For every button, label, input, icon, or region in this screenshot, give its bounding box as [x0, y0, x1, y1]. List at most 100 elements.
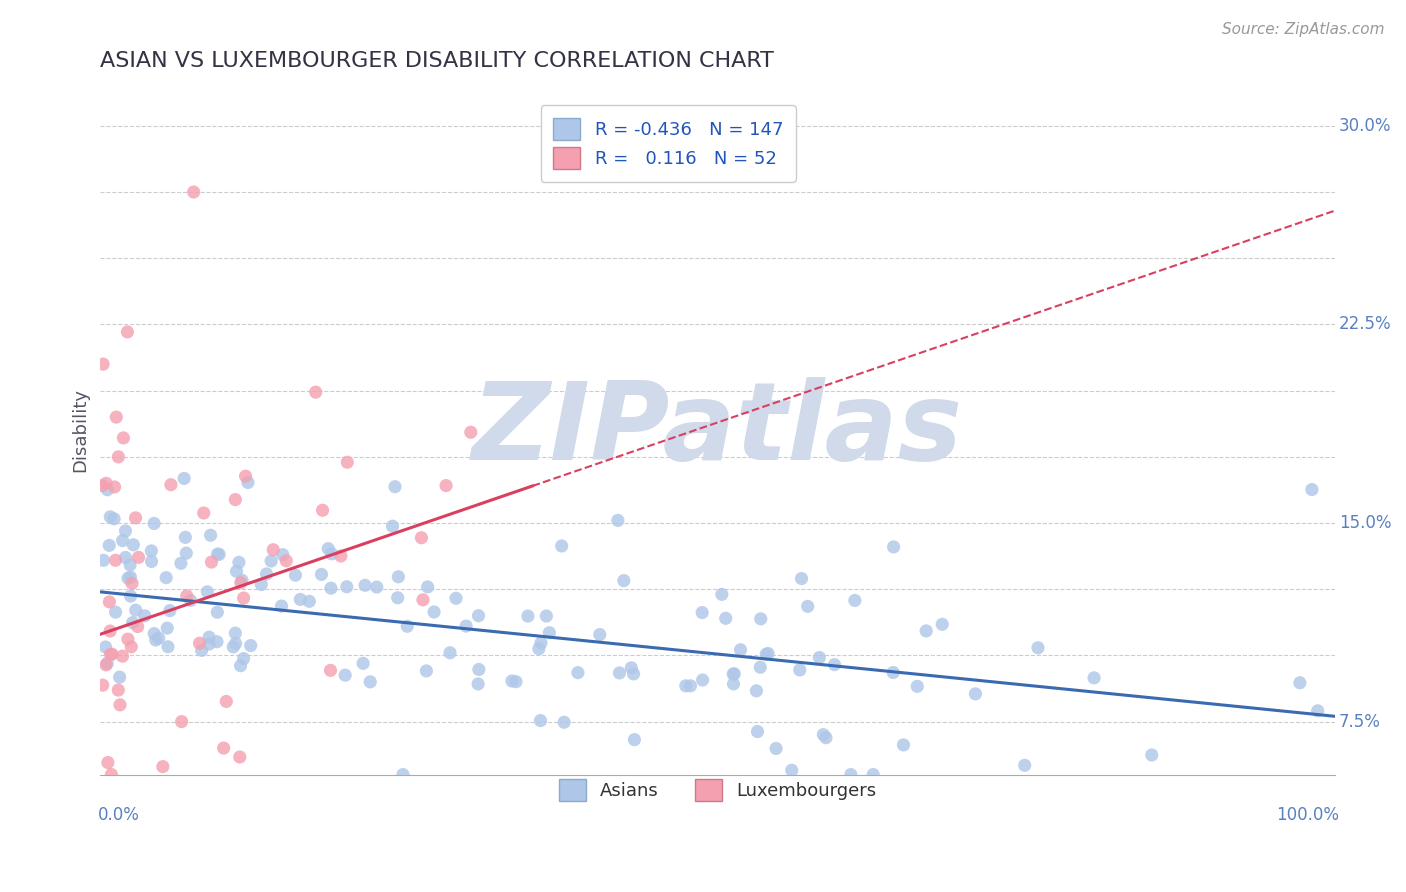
Point	[606, 513, 628, 527]
Point	[613, 574, 636, 588]
Point	[207, 605, 229, 619]
Point	[336, 580, 359, 594]
Point	[824, 657, 846, 672]
Point	[460, 425, 482, 440]
Point	[529, 714, 551, 728]
Point	[336, 455, 359, 469]
Point	[107, 450, 129, 464]
Point	[176, 589, 198, 603]
Point	[335, 668, 357, 682]
Point	[148, 631, 170, 645]
Point	[260, 554, 283, 568]
Point	[434, 478, 457, 492]
Point	[814, 731, 837, 745]
Point	[270, 599, 292, 613]
Point	[232, 651, 254, 665]
Point	[444, 591, 467, 606]
Point	[893, 738, 915, 752]
Point	[723, 667, 745, 681]
Point	[143, 626, 166, 640]
Point	[384, 480, 406, 494]
Point	[180, 593, 202, 607]
Text: 15.0%: 15.0%	[1339, 514, 1392, 532]
Point	[98, 509, 121, 524]
Point	[222, 640, 245, 654]
Point	[456, 619, 478, 633]
Point	[905, 679, 928, 693]
Text: Source: ZipAtlas.com: Source: ZipAtlas.com	[1222, 22, 1385, 37]
Point	[319, 664, 342, 678]
Point	[228, 555, 250, 569]
Point	[91, 678, 114, 692]
Y-axis label: Disability: Disability	[72, 388, 89, 473]
Point	[134, 608, 156, 623]
Point	[723, 666, 745, 681]
Point	[609, 665, 631, 680]
Point	[501, 673, 523, 688]
Point	[623, 732, 645, 747]
Point	[107, 683, 129, 698]
Point	[170, 714, 193, 729]
Point	[200, 555, 222, 569]
Point	[311, 503, 333, 517]
Point	[208, 547, 231, 561]
Point	[236, 475, 259, 490]
Point	[411, 531, 433, 545]
Point	[98, 538, 121, 552]
Point	[159, 604, 181, 618]
Point	[141, 544, 163, 558]
Text: ASIAN VS LUXEMBOURGER DISABILITY CORRELATION CHART: ASIAN VS LUXEMBOURGER DISABILITY CORRELA…	[100, 51, 775, 70]
Point	[749, 660, 772, 674]
Point	[128, 550, 150, 565]
Point	[183, 185, 205, 199]
Point	[415, 664, 437, 678]
Point	[121, 615, 143, 630]
Point	[207, 547, 229, 561]
Point	[965, 687, 987, 701]
Point	[844, 593, 866, 607]
Point	[316, 541, 339, 556]
Point	[780, 764, 803, 778]
Point	[790, 572, 813, 586]
Point	[1140, 747, 1163, 762]
Point	[127, 619, 149, 633]
Point	[284, 568, 307, 582]
Text: ZIPatlas: ZIPatlas	[472, 377, 963, 483]
Point	[98, 624, 121, 638]
Point	[250, 577, 273, 591]
Point	[276, 554, 298, 568]
Point	[229, 658, 252, 673]
Point	[174, 530, 197, 544]
Point	[188, 636, 211, 650]
Point	[120, 570, 142, 584]
Point	[156, 640, 179, 654]
Point	[91, 357, 114, 371]
Point	[205, 634, 228, 648]
Point	[756, 647, 779, 661]
Point	[170, 557, 193, 571]
Point	[1301, 483, 1323, 497]
Point	[290, 592, 312, 607]
Point	[117, 571, 139, 585]
Point	[623, 666, 645, 681]
Point	[589, 627, 612, 641]
Point	[527, 641, 550, 656]
Point	[354, 578, 377, 592]
Point	[111, 533, 134, 548]
Point	[550, 539, 572, 553]
Point	[392, 767, 415, 781]
Point	[298, 594, 321, 608]
Point	[239, 639, 262, 653]
Point	[225, 636, 247, 650]
Point	[232, 591, 254, 605]
Point	[124, 511, 146, 525]
Point	[235, 469, 257, 483]
Point	[359, 674, 381, 689]
Point	[120, 589, 142, 603]
Point	[103, 512, 125, 526]
Point	[1026, 640, 1049, 655]
Point	[120, 558, 142, 572]
Point	[915, 624, 938, 638]
Point	[745, 683, 768, 698]
Point	[145, 632, 167, 647]
